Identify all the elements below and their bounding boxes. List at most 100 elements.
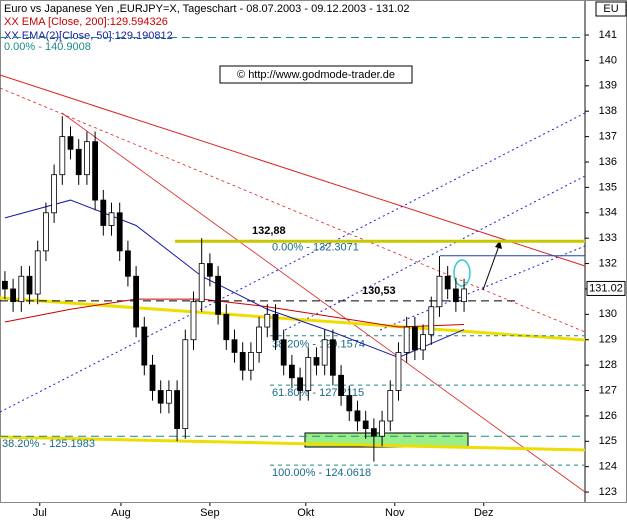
fib-label: 38.20% - 129.1574	[272, 339, 365, 351]
candle-body	[108, 212, 115, 226]
x-tick-label: Dez	[474, 507, 494, 519]
highlight-ellipse	[453, 259, 471, 287]
candle-body	[256, 326, 262, 353]
candle-body	[84, 141, 90, 176]
x-tick-label: Aug	[111, 507, 131, 519]
candle-body	[190, 301, 197, 341]
candle-body	[395, 352, 402, 391]
candle-body	[133, 275, 140, 328]
candle-body	[2, 280, 8, 290]
candle-body	[379, 420, 385, 437]
candle-body	[370, 428, 377, 437]
y-tick-label: 123	[599, 486, 617, 498]
fib-label: 38.20% - 125.1983	[2, 438, 95, 450]
trend-line	[379, 245, 586, 331]
y-tick-label: 132	[599, 257, 617, 269]
candle-body	[141, 326, 148, 366]
candle-body	[43, 212, 49, 252]
candle-body	[420, 334, 426, 351]
reference-label: 0.00% - 140.9008	[4, 41, 91, 53]
candle-body	[338, 374, 344, 396]
candle-body	[92, 141, 99, 201]
candle-body	[165, 390, 172, 404]
x-tick-label: Nov	[385, 507, 405, 519]
candle-body	[215, 275, 221, 315]
candle-body	[436, 275, 443, 308]
symbol: EU	[603, 3, 618, 15]
candle-body	[354, 410, 361, 422]
candle-body	[452, 288, 459, 303]
y-tick-label: 125	[599, 435, 617, 447]
y-tick-label: 137	[599, 131, 617, 143]
candle-body	[403, 326, 410, 353]
candle-body	[67, 136, 74, 150]
candle-body	[59, 136, 66, 176]
candle-body	[329, 339, 336, 376]
fib-label: 0.00% - 132.3071	[272, 242, 359, 254]
candle-body	[223, 313, 230, 341]
y-tick-label: 133	[599, 232, 617, 244]
candle-body	[198, 263, 205, 303]
candle-body	[116, 212, 123, 252]
candle-body	[444, 275, 451, 290]
trend-line	[0, 435, 586, 452]
candle-body	[297, 377, 303, 391]
x-tick-label: Sep	[200, 507, 220, 519]
ema-line	[4, 298, 465, 328]
candle-body	[182, 339, 189, 430]
candle-body	[10, 288, 17, 303]
y-tick-label: 129	[599, 334, 617, 346]
y-tick-label: 134	[599, 207, 617, 219]
plot-frame	[0, 0, 585, 503]
candle-body	[411, 326, 418, 351]
candle-body	[264, 313, 271, 328]
candle-body	[272, 313, 279, 341]
candle-body	[428, 306, 435, 336]
candle-body	[26, 275, 33, 295]
candle-body	[206, 263, 213, 277]
trend-line	[0, 87, 586, 333]
trend-line	[61, 112, 586, 493]
candle-body	[247, 352, 254, 371]
y-tick-label: 135	[599, 181, 617, 193]
trend-line	[0, 74, 586, 267]
y-tick-label: 141	[599, 29, 617, 41]
chart-title: Euro vs Japanese Yen ,EURJPY=X, Tagescha…	[4, 3, 410, 15]
last-price-box	[586, 280, 626, 296]
candle-body	[461, 288, 467, 303]
y-tick-label: 124	[599, 461, 617, 473]
candle-body	[18, 275, 25, 303]
price-level-label: 130,53	[362, 285, 396, 297]
candle-body	[125, 250, 131, 277]
candle-body	[75, 148, 82, 176]
candle-body	[346, 395, 353, 412]
trend-line	[284, 175, 586, 331]
candle-body	[305, 357, 312, 391]
candle-body	[34, 250, 41, 295]
arrow	[482, 242, 501, 291]
x-tick-label: Okt	[297, 507, 314, 519]
candle-body	[321, 339, 328, 366]
legend-entry: XX EMA [Close, 200]:129.594326	[4, 16, 168, 28]
symbol-box	[595, 1, 627, 17]
y-tick-label: 130	[599, 308, 617, 320]
candle-body	[288, 364, 295, 379]
candle-body	[387, 390, 394, 422]
candle-body	[239, 352, 246, 371]
candle-body	[174, 390, 180, 430]
x-tick-label: Jul	[33, 507, 47, 519]
candle-body	[231, 339, 238, 353]
y-tick-label: 126	[599, 410, 617, 422]
fib-label: 100.00% - 124.0618	[272, 467, 371, 479]
last-price-label: 131.02	[589, 282, 623, 294]
y-tick-label: 139	[599, 80, 617, 92]
y-tick-label: 138	[599, 105, 617, 117]
y-tick-label: 127	[599, 384, 617, 396]
ema-line	[4, 199, 465, 359]
watermark-box	[219, 65, 413, 84]
candle-body	[280, 339, 287, 366]
candle-body	[51, 174, 58, 214]
y-tick-label: 136	[599, 156, 617, 168]
